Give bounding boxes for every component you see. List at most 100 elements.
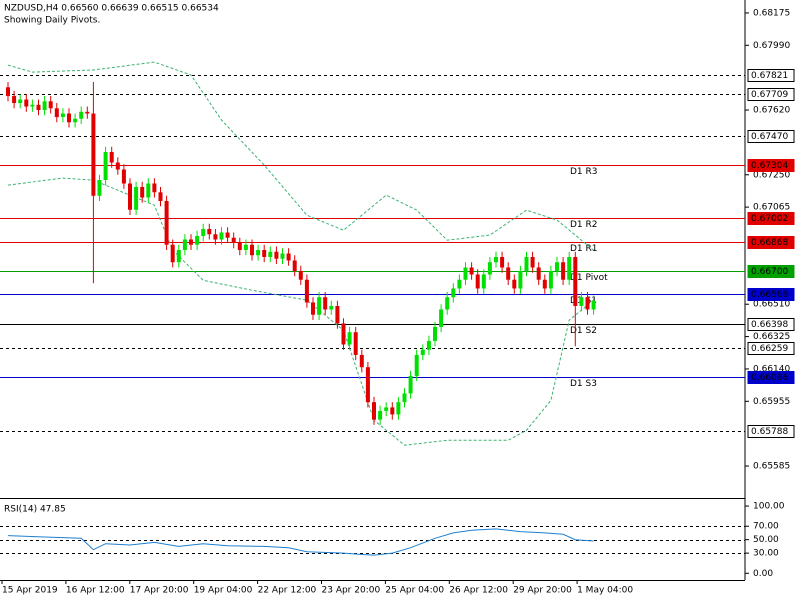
level-label-box xyxy=(747,69,795,82)
y-tick-label: 0.67250 xyxy=(753,170,790,180)
level-label-box xyxy=(747,88,795,101)
candle-body xyxy=(329,305,334,310)
candle-body xyxy=(433,326,437,341)
candle-body xyxy=(103,152,108,181)
candle-body xyxy=(219,232,224,240)
candle-body xyxy=(512,279,517,289)
pivot-name: D1 S1 xyxy=(570,296,597,306)
candle-body xyxy=(189,239,193,245)
x-tick-label: 26 Apr 12:00 xyxy=(449,586,508,596)
rsi-line xyxy=(7,528,594,556)
rsi-tick-label: 70.00 xyxy=(753,522,779,532)
candle-body xyxy=(402,393,407,403)
candle-body xyxy=(304,279,309,303)
candle-body xyxy=(54,108,59,118)
candle-body xyxy=(555,262,559,271)
candle-body xyxy=(231,237,236,243)
rsi-tick-label: 30.00 xyxy=(753,549,779,559)
x-tick-label: 25 Apr 04:00 xyxy=(385,586,444,596)
candle-body xyxy=(158,192,163,202)
candle-body xyxy=(396,402,401,415)
candle-body xyxy=(36,104,41,111)
candle-body xyxy=(469,267,474,275)
level-label-box xyxy=(747,212,795,225)
level-label-box xyxy=(747,318,795,331)
candle-body xyxy=(140,187,145,198)
level-label-box xyxy=(747,342,795,355)
level-label: 0.66868 xyxy=(751,238,788,248)
pivot-name: D1 Pivot xyxy=(570,273,608,283)
y-tick-label: 0.66140 xyxy=(753,364,790,374)
level-label: 0.65788 xyxy=(751,427,788,437)
candle-body xyxy=(384,407,389,411)
candle-body xyxy=(48,101,53,109)
candle-body xyxy=(548,270,553,289)
level-label: 0.66259 xyxy=(751,344,788,354)
candle-body xyxy=(372,402,376,420)
candle-body xyxy=(524,256,529,271)
candle-body xyxy=(414,354,419,376)
level-label: 0.67304 xyxy=(751,161,788,171)
candle-body xyxy=(445,297,450,310)
rsi-tick-label: 0.00 xyxy=(753,569,773,579)
candle-body xyxy=(146,183,151,198)
candle-body xyxy=(439,309,444,327)
candle-body xyxy=(152,183,157,193)
x-tick-label: 19 Apr 04:00 xyxy=(194,586,253,596)
candle-body xyxy=(311,302,315,315)
candle-body xyxy=(201,228,206,236)
y-tick-label: 0.67065 xyxy=(753,203,790,213)
candle-body xyxy=(561,262,566,280)
candle-body xyxy=(317,297,322,315)
candle-body xyxy=(390,407,395,415)
candle-body xyxy=(134,187,139,210)
x-tick-label: 17 Apr 20:00 xyxy=(130,586,189,596)
candle-body xyxy=(207,228,212,235)
candle-body xyxy=(353,332,358,355)
candle-body xyxy=(176,249,181,263)
candle-body xyxy=(280,253,285,259)
level-label: 0.67709 xyxy=(751,90,788,100)
candle-body xyxy=(347,332,352,345)
candle-body xyxy=(262,249,267,257)
x-tick-label: 23 Apr 20:00 xyxy=(322,586,381,596)
y-tick-label: 0.65955 xyxy=(753,397,790,407)
candle-body xyxy=(164,201,169,245)
level-label-box xyxy=(747,288,795,301)
candle-body xyxy=(79,111,84,119)
candle-body xyxy=(481,274,486,289)
rsi-title: RSI(14) 47.85 xyxy=(4,505,66,515)
level-label: 0.66096 xyxy=(751,373,788,383)
pivot-name: D1 R3 xyxy=(570,167,598,177)
candle-body xyxy=(42,101,47,111)
candle-body xyxy=(213,234,218,240)
candle-body xyxy=(365,367,370,403)
pivot-name: D1 S2 xyxy=(570,326,597,336)
candle-body xyxy=(426,340,431,350)
candle-body xyxy=(67,113,71,123)
level-label: 0.66566 xyxy=(751,290,788,300)
y-tick-label: 0.67990 xyxy=(753,41,790,51)
candle-body xyxy=(335,305,340,324)
candle-body xyxy=(237,242,242,250)
candle-body xyxy=(170,244,175,263)
level-label: 0.67002 xyxy=(751,214,788,224)
candle-body xyxy=(420,349,425,355)
pivot-name: D1 R2 xyxy=(570,220,598,230)
level-label: 0.66700 xyxy=(751,267,788,277)
x-tick-label: 1 May 04:00 xyxy=(577,586,633,596)
y-tick-label: 0.68175 xyxy=(753,8,790,18)
candle-body xyxy=(323,297,328,310)
candle-body xyxy=(268,251,273,257)
candle-body xyxy=(109,152,114,163)
x-tick-label: 29 Apr 20:00 xyxy=(513,586,572,596)
candle-body xyxy=(451,288,456,298)
level-label: 0.67470 xyxy=(751,132,788,142)
candle-body xyxy=(341,323,346,345)
candle-body xyxy=(378,410,383,420)
candle-body xyxy=(60,113,65,118)
candle-body xyxy=(579,297,584,306)
candle-body xyxy=(298,270,303,280)
